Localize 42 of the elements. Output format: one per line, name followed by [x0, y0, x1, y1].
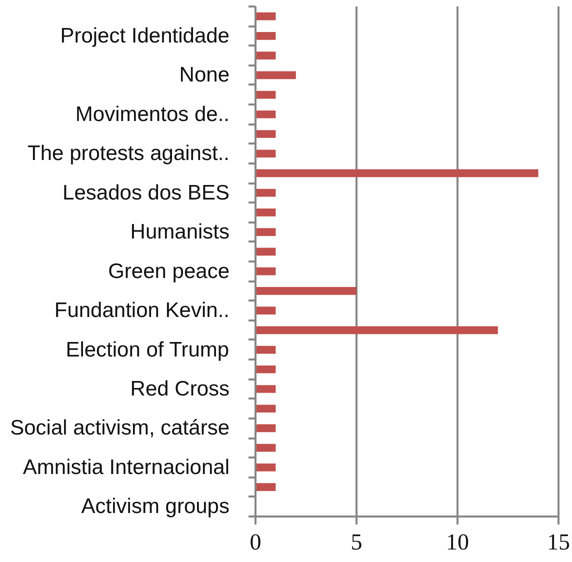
y-tick-label: Red Cross [130, 378, 230, 400]
bar [256, 169, 538, 178]
bar [256, 90, 276, 99]
bar [256, 267, 276, 276]
y-tick-label: Project Identidade [60, 24, 230, 48]
bar [256, 385, 276, 393]
bar [256, 12, 276, 20]
x-tick-label: 5 [350, 530, 362, 554]
bar [256, 326, 498, 334]
bar [256, 52, 276, 60]
y-tick-label: Social activism, catárse [10, 416, 230, 440]
y-tick-label: Movimentos de.. [75, 102, 230, 126]
bar [256, 444, 276, 452]
y-tick-label: Fundantion Kevin.. [54, 299, 230, 322]
y-tick-label: Activism groups [81, 495, 230, 518]
bar [256, 424, 276, 432]
y-tick-label: Amnistia Internacional [22, 456, 230, 479]
bar [256, 404, 276, 413]
bar [256, 208, 276, 216]
x-tick-label: 15 [547, 530, 570, 554]
y-tick-label: Lesados dos BES [62, 181, 230, 204]
x-tick-label: 10 [446, 530, 469, 554]
y-tick-label: Election of Trump [66, 338, 230, 362]
bar [256, 483, 276, 491]
bar [256, 248, 276, 256]
bar [256, 228, 276, 236]
bar [256, 346, 276, 354]
bar [256, 150, 276, 158]
bar [256, 32, 276, 40]
bar [256, 365, 276, 374]
bar [256, 71, 296, 80]
y-tick-label: Green peace [108, 260, 230, 283]
x-tick-label: 0 [250, 530, 262, 554]
bar [256, 110, 276, 118]
y-tick-label: None [179, 64, 230, 87]
y-tick-label: The protests against.. [28, 142, 230, 166]
bar [256, 287, 356, 295]
bar [256, 306, 276, 314]
bar [256, 464, 276, 472]
y-tick-label: Humanists [130, 220, 230, 244]
bar [256, 130, 276, 138]
bar [256, 188, 276, 197]
